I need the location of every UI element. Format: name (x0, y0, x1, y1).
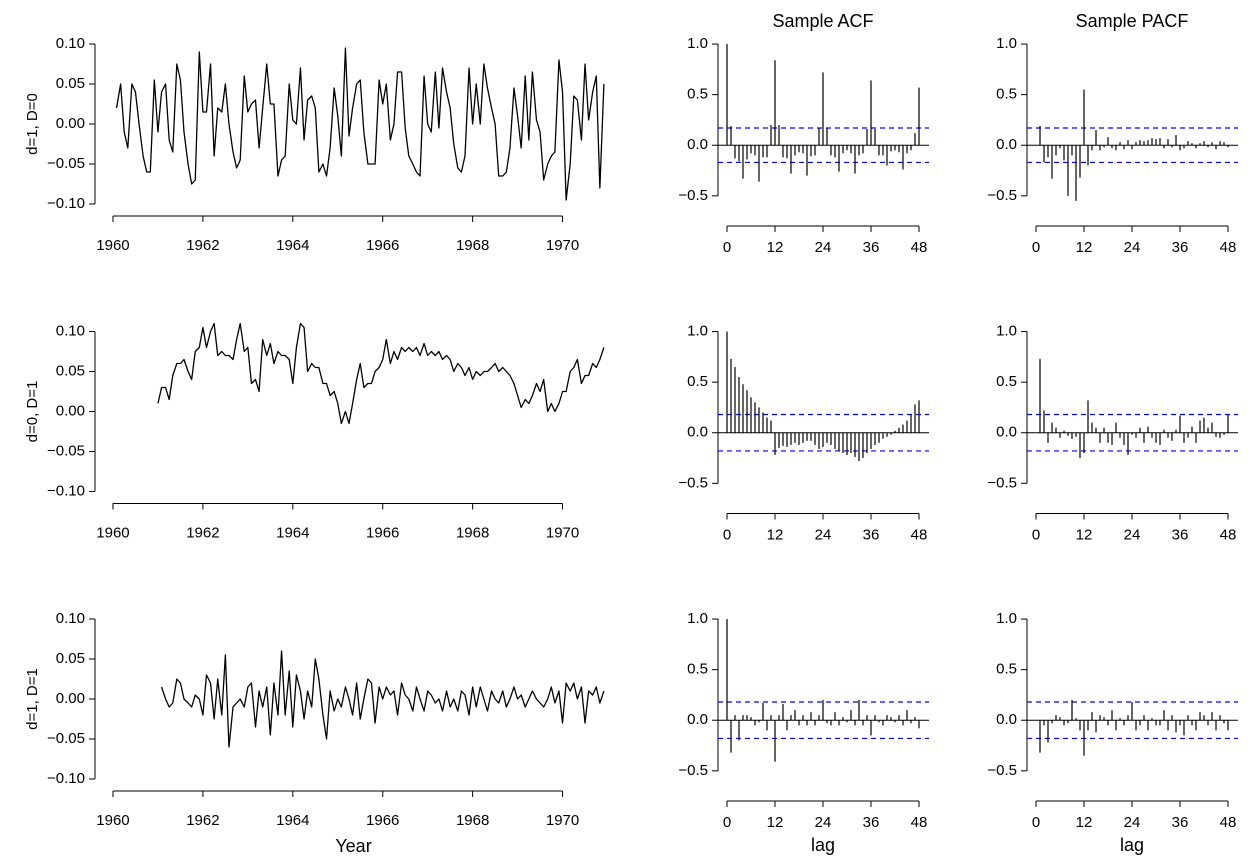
x-tick-label: 1966 (366, 237, 399, 254)
y-tick-label: 0.10 (56, 610, 85, 627)
y-tick-label: −0.05 (47, 730, 85, 747)
x-tick-label: 36 (1172, 526, 1189, 543)
y-tick-label: 0.5 (996, 661, 1017, 678)
x-tick-label: 48 (1220, 526, 1237, 543)
series-line (157, 322, 605, 425)
panel-title: Sample PACF (1076, 11, 1189, 31)
y-tick-label: 0.05 (56, 650, 85, 667)
y-tick-label: −0.10 (47, 482, 85, 499)
x-tick-label: 12 (767, 814, 784, 831)
x-axis-label: lag (811, 835, 835, 855)
y-tick-label: 1.0 (996, 323, 1017, 340)
y-tick-label: 0.0 (687, 711, 708, 728)
x-tick-label: 1962 (186, 524, 219, 541)
y-tick-label: 0.5 (687, 661, 708, 678)
y-tick-label: −0.05 (47, 442, 85, 459)
x-tick-label: 1970 (546, 524, 579, 541)
x-tick-label: 36 (1172, 814, 1189, 831)
x-tick-label: 24 (815, 239, 832, 256)
y-tick-label: 1.0 (687, 610, 708, 627)
x-tick-label: 12 (1076, 526, 1093, 543)
x-tick-label: 1960 (96, 812, 129, 829)
y-tick-label: −0.10 (47, 195, 85, 212)
y-tick-label: 0.00 (56, 115, 85, 132)
x-tick-label: 24 (1124, 526, 1141, 543)
x-tick-label: 48 (1220, 239, 1237, 256)
y-tick-label: 0.0 (996, 424, 1017, 441)
x-tick-label: 1970 (546, 237, 579, 254)
x-tick-label: 1962 (186, 237, 219, 254)
x-tick-label: 48 (911, 814, 928, 831)
y-tick-label: 1.0 (996, 35, 1017, 52)
y-tick-label: 1.0 (687, 323, 708, 340)
y-tick-label: 0.0 (996, 711, 1017, 728)
x-tick-label: 12 (1076, 239, 1093, 256)
x-tick-label: 1962 (186, 812, 219, 829)
y-tick-label: 0.0 (996, 136, 1017, 153)
x-tick-label: 12 (767, 239, 784, 256)
y-tick-label: 0.5 (996, 373, 1017, 390)
x-axis-label: lag (1120, 835, 1144, 855)
series-line (160, 650, 605, 748)
x-tick-label: 36 (863, 814, 880, 831)
x-tick-label: 1966 (366, 524, 399, 541)
x-tick-label: 12 (767, 526, 784, 543)
y-tick-label: 0.10 (56, 322, 85, 339)
x-tick-label: 1960 (96, 524, 129, 541)
x-tick-label: 0 (723, 239, 731, 256)
y-tick-label: −0.10 (47, 770, 85, 787)
x-tick-label: 1964 (276, 524, 309, 541)
y-tick-label: −0.5 (987, 762, 1017, 779)
series-line (115, 47, 605, 201)
x-tick-label: 24 (815, 814, 832, 831)
x-tick-label: 0 (723, 526, 731, 543)
y-tick-label: −0.5 (678, 474, 708, 491)
y-tick-label: 0.05 (56, 75, 85, 92)
x-tick-label: 1964 (276, 812, 309, 829)
y-axis-label: d=1, D=0 (24, 93, 41, 155)
x-tick-label: 36 (863, 526, 880, 543)
x-tick-label: 0 (723, 814, 731, 831)
x-tick-label: 1970 (546, 812, 579, 829)
x-tick-label: 0 (1032, 526, 1040, 543)
x-tick-label: 0 (1032, 239, 1040, 256)
x-tick-label: 48 (1220, 814, 1237, 831)
x-tick-label: 24 (1124, 814, 1141, 831)
y-tick-label: −0.5 (678, 762, 708, 779)
x-tick-label: 0 (1032, 814, 1040, 831)
x-tick-label: 1966 (366, 812, 399, 829)
y-tick-label: 0.5 (687, 86, 708, 103)
y-tick-label: 0.00 (56, 402, 85, 419)
y-tick-label: −0.5 (678, 187, 708, 204)
y-axis-label: d=0, D=1 (24, 381, 41, 443)
x-tick-label: 1960 (96, 237, 129, 254)
y-tick-label: 0.10 (56, 35, 85, 52)
y-tick-label: 0.00 (56, 690, 85, 707)
x-tick-label: 1968 (456, 237, 489, 254)
x-tick-label: 36 (1172, 239, 1189, 256)
y-tick-label: −0.5 (987, 474, 1017, 491)
y-axis-label: d=1, D=1 (24, 668, 41, 730)
y-tick-label: 0.5 (996, 86, 1017, 103)
y-tick-label: −0.05 (47, 155, 85, 172)
x-tick-label: 1968 (456, 812, 489, 829)
y-tick-label: 0.5 (687, 373, 708, 390)
x-tick-label: 24 (815, 526, 832, 543)
y-tick-label: −0.5 (987, 187, 1017, 204)
x-axis-label: Year (335, 836, 371, 856)
y-tick-label: 1.0 (996, 610, 1017, 627)
x-tick-label: 36 (863, 239, 880, 256)
y-tick-label: 0.05 (56, 362, 85, 379)
x-tick-label: 48 (911, 526, 928, 543)
x-tick-label: 24 (1124, 239, 1141, 256)
x-tick-label: 48 (911, 239, 928, 256)
y-tick-label: 1.0 (687, 35, 708, 52)
y-tick-label: 0.0 (687, 424, 708, 441)
x-tick-label: 1964 (276, 237, 309, 254)
y-tick-label: 0.0 (687, 136, 708, 153)
panel-title: Sample ACF (772, 11, 873, 31)
x-tick-label: 1968 (456, 524, 489, 541)
x-tick-label: 12 (1076, 814, 1093, 831)
